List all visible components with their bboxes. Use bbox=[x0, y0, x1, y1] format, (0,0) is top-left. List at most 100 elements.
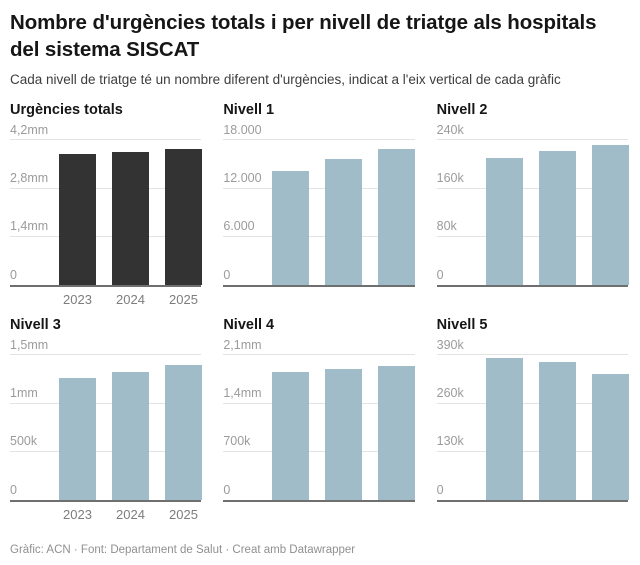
bar-2025 bbox=[591, 145, 629, 286]
panel-title: Nivell 5 bbox=[436, 317, 488, 334]
gridline bbox=[10, 450, 202, 452]
page-subtitle: Cada nivell de triatge té un nombre dife… bbox=[10, 72, 561, 88]
x-axis-line bbox=[436, 285, 628, 288]
y-tick-label: 2,1mm bbox=[223, 337, 262, 352]
chart-panel-urg-ncies-totals: Urgències totals 0 1,4mm 2,8mm 4,2mm 2023 2024… bbox=[10, 102, 202, 309]
x-axis-labels bbox=[437, 287, 628, 309]
x-tick-label: 2024 bbox=[116, 292, 145, 308]
chart-panel-nivell-4: Nivell 4 0 700k 1,4mm 2,1mm bbox=[223, 317, 416, 524]
gridline bbox=[223, 402, 415, 404]
chart-panel-nivell-1: Nivell 1 0 6.000 12.000 18.000 bbox=[223, 102, 416, 309]
bar-2024 bbox=[112, 151, 149, 286]
gridline bbox=[223, 139, 415, 141]
panel-title: Nivell 1 bbox=[223, 102, 275, 119]
chart-panel-nivell-5: Nivell 5 0 130k 260k 390k bbox=[436, 317, 629, 524]
gridline bbox=[223, 450, 415, 452]
y-tick-label: 0 bbox=[436, 267, 444, 282]
gridline bbox=[223, 187, 415, 189]
gridline bbox=[10, 235, 202, 237]
gridline bbox=[436, 235, 628, 237]
x-axis-labels bbox=[223, 502, 414, 524]
y-tick-label: 12.000 bbox=[223, 171, 262, 186]
bar-2024 bbox=[325, 158, 363, 286]
bar-2023 bbox=[485, 158, 523, 286]
y-tick-label: 390k bbox=[436, 337, 464, 352]
x-axis-labels: 2023 2024 2025 bbox=[10, 502, 201, 524]
y-tick-label: 130k bbox=[436, 434, 464, 449]
panel-title: Urgències totals bbox=[10, 102, 123, 119]
plot-area: 0 500k 1mm 1,5mm bbox=[10, 339, 202, 503]
bar-2024 bbox=[325, 369, 363, 501]
plot-area: 0 130k 260k 390k bbox=[436, 339, 629, 503]
y-tick-label: 0 bbox=[10, 482, 17, 497]
y-tick-label: 1,4mm bbox=[223, 386, 262, 401]
gridline bbox=[436, 187, 628, 189]
y-tick-label: 0 bbox=[223, 267, 231, 282]
y-tick-label: 0 bbox=[10, 267, 17, 282]
x-tick-label: 2025 bbox=[169, 507, 198, 523]
x-axis-labels bbox=[223, 287, 414, 309]
bar-2025 bbox=[165, 364, 202, 501]
chart-panel-nivell-3: Nivell 3 0 500k 1mm 1,5mm 2023 2024 2025 bbox=[10, 317, 202, 524]
chart-panel-nivell-2: Nivell 2 0 80k 160k 240k bbox=[436, 102, 629, 309]
gridline bbox=[10, 354, 202, 356]
x-axis-line bbox=[223, 285, 415, 288]
y-tick-label: 240k bbox=[436, 122, 464, 137]
bar-2023 bbox=[485, 357, 523, 501]
plot-area: 0 80k 160k 240k bbox=[436, 124, 629, 288]
x-axis-labels: 2023 2024 2025 bbox=[10, 287, 201, 309]
y-tick-label: 700k bbox=[223, 434, 251, 449]
y-tick-label: 1,5mm bbox=[10, 337, 49, 352]
bar-2024 bbox=[538, 150, 576, 286]
page-title: Nombre d'urgències totals i per nivell d… bbox=[10, 11, 597, 61]
x-axis-line bbox=[10, 285, 202, 288]
y-tick-label: 1,4mm bbox=[10, 219, 49, 234]
gridline bbox=[10, 187, 202, 189]
gridline bbox=[436, 450, 628, 452]
bar-2023 bbox=[272, 371, 310, 501]
y-tick-label: 18.000 bbox=[223, 122, 262, 137]
y-tick-label: 6.000 bbox=[223, 219, 255, 234]
panel-title: Nivell 2 bbox=[436, 102, 488, 119]
bar-2023 bbox=[59, 378, 96, 501]
bar-2024 bbox=[538, 361, 576, 501]
x-axis-line bbox=[10, 500, 202, 503]
y-tick-label: 2,8mm bbox=[10, 171, 49, 186]
plot-area: 0 1,4mm 2,8mm 4,2mm bbox=[10, 124, 202, 288]
x-tick-label: 2023 bbox=[63, 507, 92, 523]
y-tick-label: 1mm bbox=[10, 386, 38, 401]
panel-title: Nivell 4 bbox=[223, 317, 275, 334]
bar-2025 bbox=[378, 149, 416, 286]
y-tick-label: 500k bbox=[10, 434, 38, 449]
bar-2024 bbox=[112, 371, 149, 501]
gridline bbox=[223, 354, 415, 356]
y-tick-label: 260k bbox=[436, 386, 464, 401]
x-axis-line bbox=[223, 500, 415, 503]
charts-grid: Urgències totals 0 1,4mm 2,8mm 4,2mm 2023 2024… bbox=[10, 102, 629, 524]
y-tick-label: 4,2mm bbox=[10, 122, 49, 137]
bar-2025 bbox=[165, 148, 202, 286]
y-tick-label: 0 bbox=[436, 482, 444, 497]
gridline bbox=[436, 402, 628, 404]
bar-2023 bbox=[272, 170, 310, 286]
plot-area: 0 6.000 12.000 18.000 bbox=[223, 124, 416, 288]
x-tick-label: 2025 bbox=[169, 292, 198, 308]
x-axis-line bbox=[436, 500, 628, 503]
panel-title: Nivell 3 bbox=[10, 317, 61, 334]
gridline bbox=[10, 402, 202, 404]
x-axis-labels bbox=[437, 502, 628, 524]
attribution-footer: Gràfic: ACN · Font: Departament de Salut… bbox=[10, 544, 356, 557]
y-tick-label: 160k bbox=[436, 171, 464, 186]
x-tick-label: 2023 bbox=[63, 292, 92, 308]
bar-2025 bbox=[591, 374, 629, 501]
gridline bbox=[223, 235, 415, 237]
gridline bbox=[436, 354, 628, 356]
plot-area: 0 700k 1,4mm 2,1mm bbox=[223, 339, 416, 503]
bar-2025 bbox=[378, 366, 416, 501]
gridline bbox=[436, 139, 628, 141]
x-tick-label: 2024 bbox=[116, 507, 145, 523]
gridline bbox=[10, 139, 202, 141]
y-tick-label: 0 bbox=[223, 482, 231, 497]
bar-2023 bbox=[59, 154, 96, 286]
y-tick-label: 80k bbox=[436, 219, 457, 234]
